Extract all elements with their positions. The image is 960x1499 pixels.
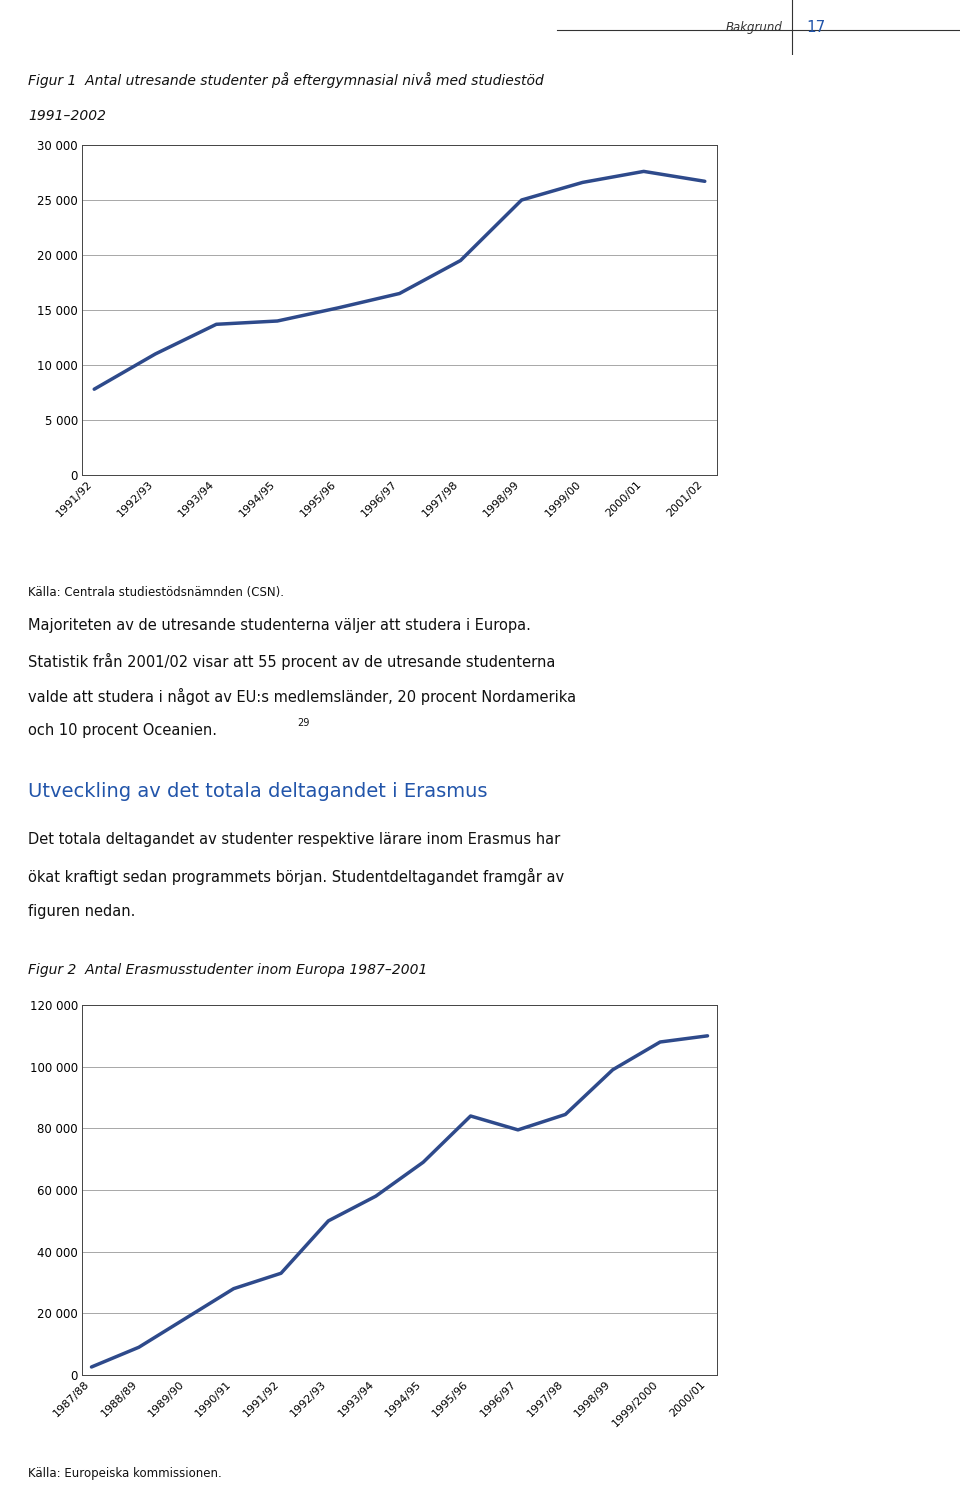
Text: Bakgrund: Bakgrund [726, 21, 782, 34]
Text: och 10 procent Oceanien.: och 10 procent Oceanien. [28, 724, 217, 739]
Text: figuren nedan.: figuren nedan. [28, 904, 135, 919]
Text: Majoriteten av de utresande studenterna väljer att studera i Europa.: Majoriteten av de utresande studenterna … [28, 618, 531, 633]
Text: Källa: Europeiska kommissionen.: Källa: Europeiska kommissionen. [28, 1466, 222, 1480]
Text: Utveckling av det totala deltagandet i Erasmus: Utveckling av det totala deltagandet i E… [28, 782, 488, 800]
Text: 1991–2002: 1991–2002 [28, 109, 106, 123]
Text: Statistik från 2001/02 visar att 55 procent av de utresande studenterna: Statistik från 2001/02 visar att 55 proc… [28, 654, 556, 670]
Text: 29: 29 [298, 718, 310, 729]
Text: 17: 17 [806, 19, 826, 34]
Text: valde att studera i något av EU:s medlemsländer, 20 procent Nordamerika: valde att studera i något av EU:s medlem… [28, 688, 576, 705]
Text: Figur 2  Antal Erasmusstudenter inom Europa 1987–2001: Figur 2 Antal Erasmusstudenter inom Euro… [28, 962, 427, 977]
Text: Figur 1  Antal utresande studenter på eftergymnasial nivå med studiestöd: Figur 1 Antal utresande studenter på eft… [28, 72, 543, 88]
Text: ökat kraftigt sedan programmets början. Studentdeltagandet framgår av: ökat kraftigt sedan programmets början. … [28, 868, 564, 884]
Text: Det totala deltagandet av studenter respektive lärare inom Erasmus har: Det totala deltagandet av studenter resp… [28, 832, 561, 847]
Text: Källa: Centrala studiestödsnämnden (CSN).: Källa: Centrala studiestödsnämnden (CSN)… [28, 586, 284, 600]
